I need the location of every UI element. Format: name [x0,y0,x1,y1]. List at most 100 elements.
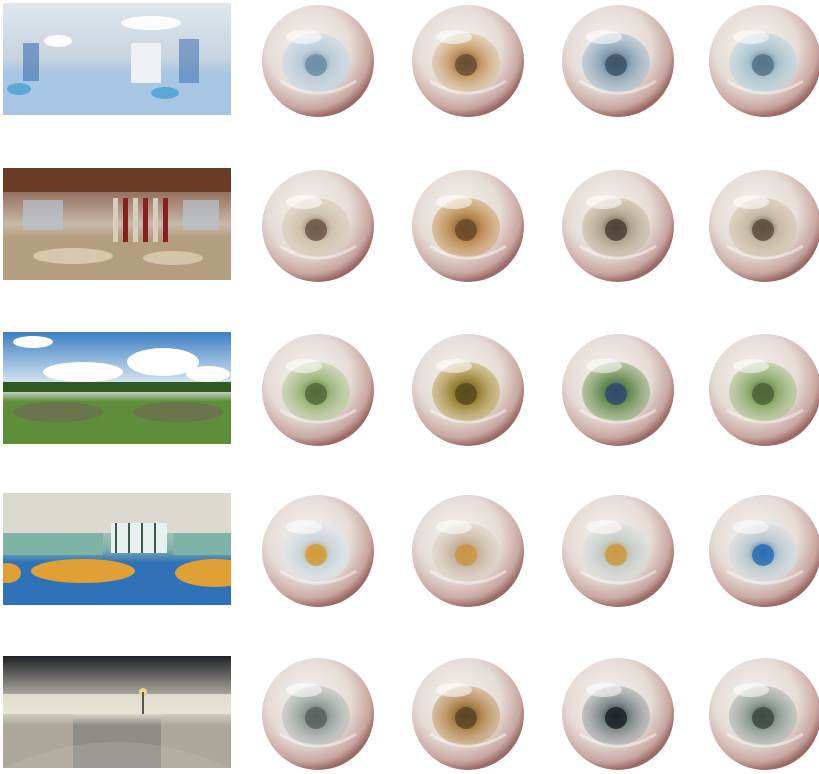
court-area [3,563,21,583]
eye-render [560,656,676,772]
lower-reflection [726,732,804,748]
lower-reflection [429,79,507,95]
eye-render [707,656,819,772]
lamp-post [142,692,144,714]
eye-render [707,168,819,284]
chair [7,83,31,95]
lower-reflection [279,569,357,585]
eye-render [410,332,526,448]
lower-reflection [726,408,804,424]
ceiling [3,168,231,192]
eye-render [260,493,376,609]
column [143,198,148,242]
pupil [752,219,774,241]
render-row-sports-hall [0,493,819,611]
chair [151,87,179,99]
specular-highlight [586,30,622,44]
wall [173,533,231,555]
court-area [175,559,231,587]
lower-reflection [279,732,357,748]
pupil [305,383,327,405]
wall-panel [179,39,199,83]
column [153,198,158,242]
eye-render [260,332,376,448]
render-row-hospital-room [0,3,819,121]
court-area [31,559,135,583]
lower-reflection [726,79,804,95]
lower-reflection [726,569,804,585]
pupil [305,54,327,76]
eye-render [410,3,526,119]
specular-highlight [286,520,322,534]
cloud [127,348,199,376]
pupil [605,544,627,566]
specular-highlight [436,30,472,44]
pupil [305,707,327,729]
floor-reflection [33,248,113,264]
lower-reflection [726,244,804,260]
column [113,198,118,242]
specular-highlight [586,683,622,697]
eye-render [410,168,526,284]
pupil [605,707,627,729]
lower-reflection [429,408,507,424]
lower-reflection [279,408,357,424]
window-frame [115,523,117,553]
lower-reflection [429,569,507,585]
environment-panorama [3,168,231,280]
pupil [305,544,327,566]
cloud [13,336,53,348]
flower-bed [13,402,103,422]
flower-bed [133,402,223,422]
pupil [752,707,774,729]
lower-reflection [429,244,507,260]
lower-reflection [579,569,657,585]
column [123,198,128,242]
wall-mural [183,200,219,230]
paved-path [161,714,231,768]
window-frame [154,523,156,553]
specular-highlight [286,195,322,209]
pupil [605,383,627,405]
eye-render [707,332,819,448]
eye-render [260,656,376,772]
building-row [3,694,231,714]
specular-highlight [286,359,322,373]
lower-reflection [579,408,657,424]
doorway [131,43,161,83]
column [163,198,168,242]
cloud [43,362,123,382]
eye-render [560,168,676,284]
pupil [455,383,477,405]
environment-panorama [3,3,231,115]
specular-highlight [436,683,472,697]
lower-reflection [579,732,657,748]
paved-path [3,714,73,768]
wall-panel [23,43,39,81]
pupil [752,544,774,566]
eye-render [560,493,676,609]
eye-render [560,3,676,119]
specular-highlight [586,359,622,373]
pupil [305,219,327,241]
ceiling-light [121,16,181,30]
wall-mural [23,200,63,230]
specular-highlight [733,520,769,534]
pupil [455,219,477,241]
render-row-garden [0,332,819,450]
window-frame [128,523,130,553]
lower-reflection [279,79,357,95]
lower-reflection [279,244,357,260]
specular-highlight [436,520,472,534]
pupil [455,54,477,76]
lower-reflection [579,79,657,95]
specular-highlight [436,359,472,373]
render-row-ornate-hall [0,168,819,286]
specular-highlight [733,683,769,697]
specular-highlight [733,359,769,373]
pupil [605,54,627,76]
pupil [752,383,774,405]
column [133,198,138,242]
specular-highlight [586,195,622,209]
